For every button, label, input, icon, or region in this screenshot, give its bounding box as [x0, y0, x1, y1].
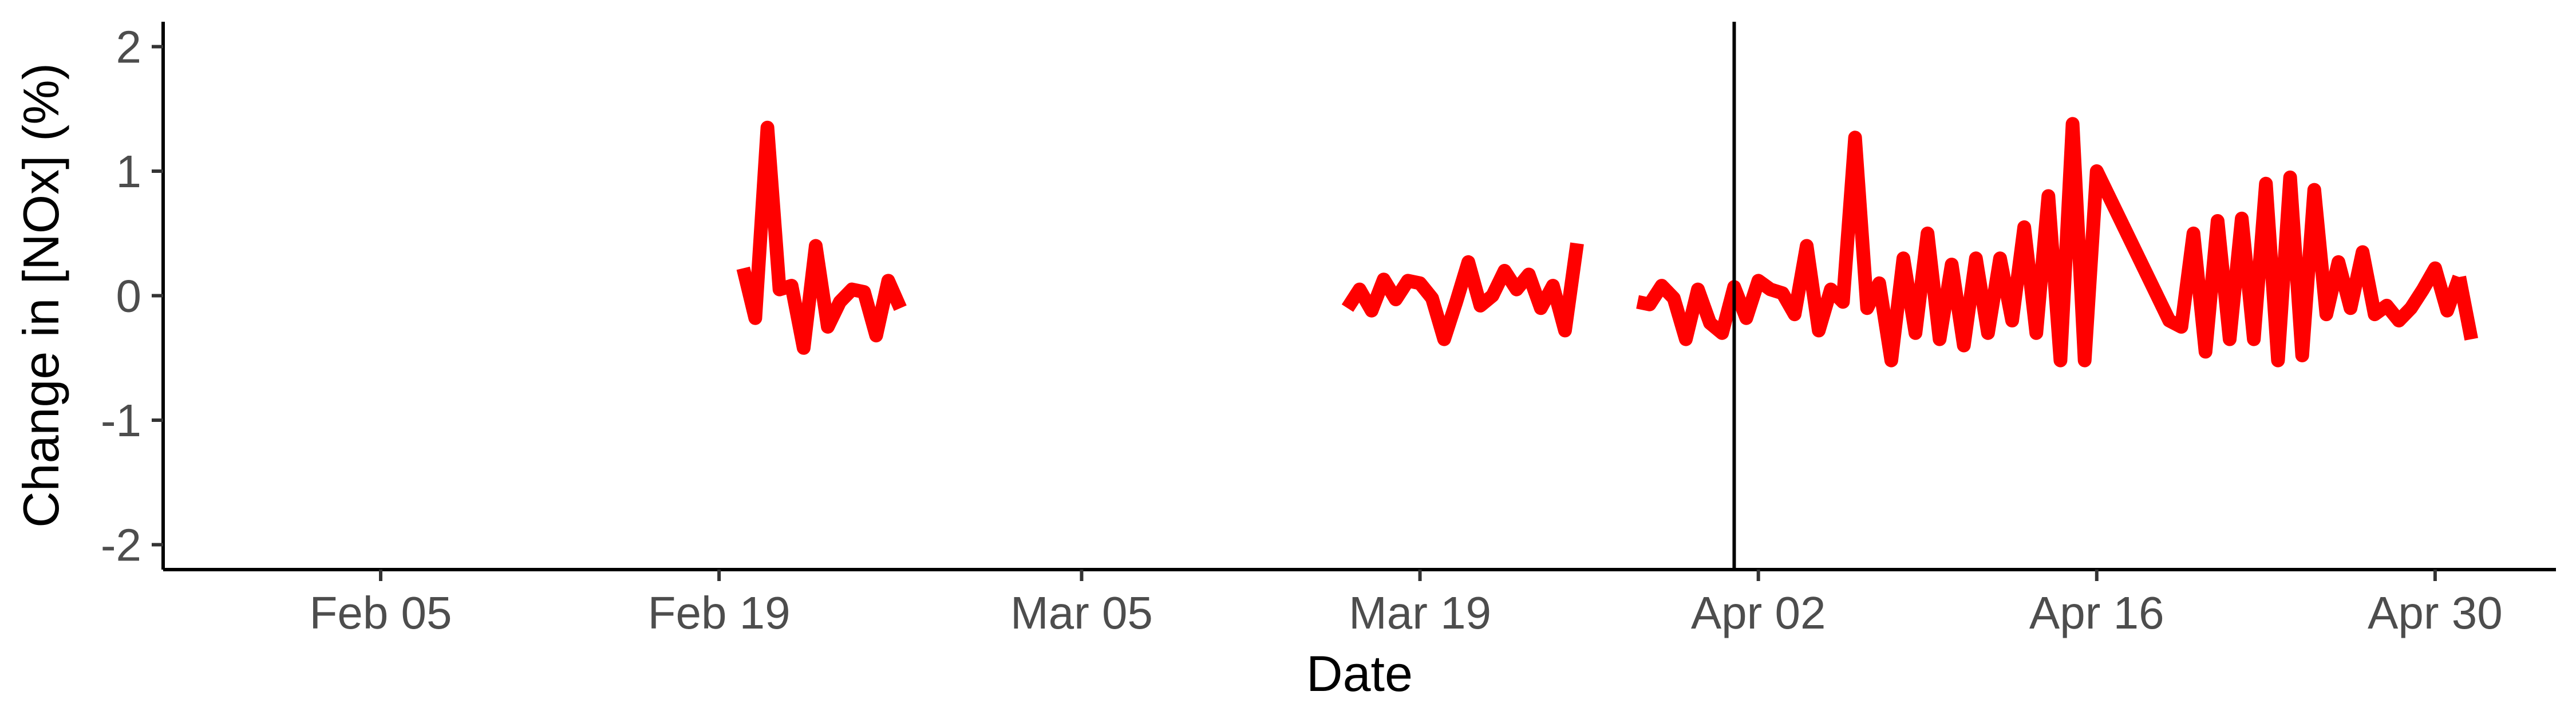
x-tick-label: Apr 16	[2029, 587, 2164, 638]
x-tick-label: Mar 19	[1349, 587, 1491, 638]
y-tick-label: 0	[116, 271, 142, 322]
x-tick-label: Apr 02	[1691, 587, 1826, 638]
y-tick-label: -2	[101, 520, 141, 571]
y-tick-label: 1	[116, 146, 142, 197]
x-tick-label: Mar 05	[1010, 587, 1153, 638]
x-tick-label: Feb 05	[309, 587, 452, 638]
plot-area	[736, 117, 2478, 368]
series-line-segment-4	[2452, 275, 2478, 341]
series-line-segment-1	[736, 120, 907, 355]
y-tick-label: -1	[101, 395, 141, 446]
x-axis-title: Date	[1306, 645, 1413, 702]
series-line-segment-2	[1341, 242, 1584, 346]
y-axis-title: Change in [NOx] (%)	[13, 63, 69, 528]
x-tick-label: Apr 30	[2368, 587, 2503, 638]
x-tick-label: Feb 19	[648, 587, 791, 638]
y-tick-label: 2	[116, 22, 142, 73]
y-axis-ticks: -2 -1 0 1 2	[101, 22, 163, 571]
series-line-segment-3	[1636, 117, 2466, 368]
x-axis-ticks: Feb 05 Feb 19 Mar 05 Mar 19 Apr 02 Apr 16 Apr …	[309, 570, 2503, 638]
